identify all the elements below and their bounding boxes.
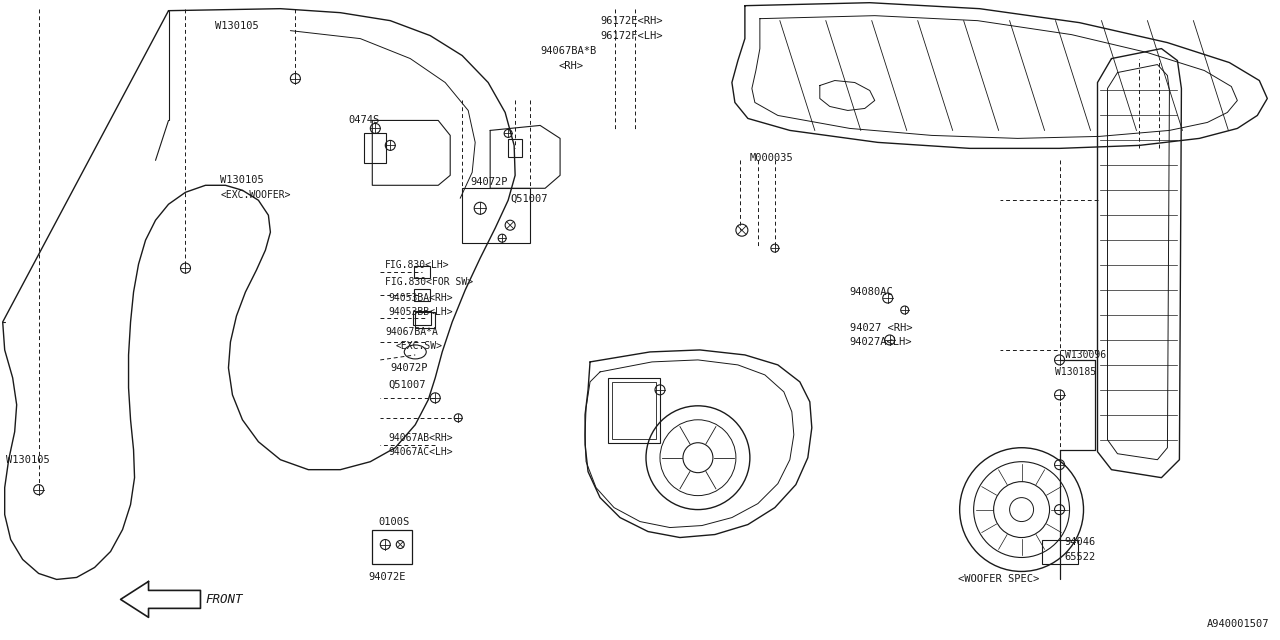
Text: 65522: 65522 [1065, 552, 1096, 563]
Text: A940001507: A940001507 [1207, 620, 1270, 629]
Text: W130105: W130105 [220, 175, 264, 186]
Text: 94053BB<LH>: 94053BB<LH> [388, 307, 453, 317]
Text: 94072P: 94072P [470, 177, 508, 188]
Text: 96172E<RH>: 96172E<RH> [600, 15, 663, 26]
Bar [612, 382, 655, 439]
Text: W130185: W130185 [1055, 367, 1096, 377]
Text: W130105: W130105 [5, 454, 50, 465]
Bar [415, 312, 435, 328]
Text: <EXC.WOOFER>: <EXC.WOOFER> [220, 190, 291, 200]
Text: FRONT: FRONT [206, 593, 243, 606]
Text: 94067BA*A: 94067BA*A [385, 327, 438, 337]
Text: <EXC.SW>: <EXC.SW> [396, 341, 443, 351]
Text: <RH>: <RH> [558, 61, 584, 70]
Text: 94046: 94046 [1065, 536, 1096, 547]
Bar [608, 378, 660, 443]
Bar [462, 188, 530, 243]
Text: 94067AC<LH>: 94067AC<LH> [388, 447, 453, 457]
Text: FIG.830<FOR SW>: FIG.830<FOR SW> [385, 277, 474, 287]
Text: W130105: W130105 [215, 20, 260, 31]
Text: 94053BA<RH>: 94053BA<RH> [388, 293, 453, 303]
Text: W130096: W130096 [1065, 350, 1106, 360]
Text: 94072P: 94072P [390, 363, 428, 373]
Text: 94067BA*B: 94067BA*B [540, 45, 596, 56]
Text: 94027A<LH>: 94027A<LH> [850, 337, 913, 347]
Text: <WOOFER SPEC>: <WOOFER SPEC> [957, 575, 1039, 584]
Text: Q51007: Q51007 [388, 380, 426, 390]
Text: 94080AC: 94080AC [850, 287, 893, 297]
Text: 94027 <RH>: 94027 <RH> [850, 323, 913, 333]
Text: 0100S: 0100S [379, 516, 410, 527]
Text: 0474S: 0474S [348, 115, 380, 125]
Bar [365, 133, 387, 163]
Bar [415, 266, 430, 278]
Bar [415, 289, 430, 301]
Text: M000035: M000035 [750, 154, 794, 163]
Bar [372, 529, 412, 564]
Text: 96172F<LH>: 96172F<LH> [600, 31, 663, 40]
Text: FIG.830<LH>: FIG.830<LH> [385, 260, 449, 270]
Bar [413, 311, 431, 325]
Bar [508, 140, 522, 157]
Text: 94072E: 94072E [369, 572, 406, 582]
Text: Q51007: Q51007 [511, 193, 548, 204]
Bar [1042, 540, 1078, 564]
Text: 94067AB<RH>: 94067AB<RH> [388, 433, 453, 443]
